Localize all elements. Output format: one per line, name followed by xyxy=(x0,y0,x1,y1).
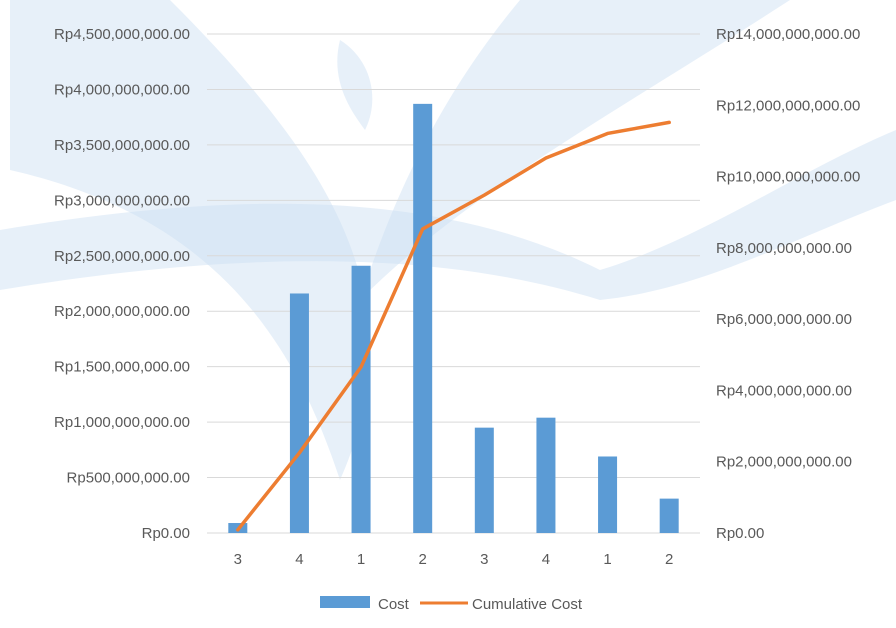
watermark-shape xyxy=(0,130,896,300)
cumulative-line xyxy=(236,120,671,532)
left-tick-label: Rp3,000,000,000.00 xyxy=(54,192,190,209)
legend-cost-label: Cost xyxy=(378,596,410,613)
right-tick-label: Rp14,000,000,000.00 xyxy=(716,26,860,43)
cost-bar xyxy=(598,456,618,533)
left-tick-label: Rp1,000,000,000.00 xyxy=(54,414,190,431)
right-tick-label: Rp6,000,000,000.00 xyxy=(716,311,852,328)
legend-cost-swatch xyxy=(320,596,370,608)
x-tick-label: 1 xyxy=(603,551,611,568)
gridlines xyxy=(207,33,700,534)
watermark-shape xyxy=(10,0,370,480)
legend-cumulative-label: Cumulative Cost xyxy=(472,596,583,613)
cost-bar xyxy=(474,427,494,533)
left-axis-ticks: Rp0.00 Rp500,000,000.00 Rp1,000,000,000.00… xyxy=(54,26,190,542)
x-tick-label: 4 xyxy=(542,551,550,568)
left-tick-label: Rp0.00 xyxy=(142,525,190,542)
left-tick-label: Rp2,000,000,000.00 xyxy=(54,303,190,320)
right-tick-label: Rp0.00 xyxy=(716,525,764,542)
cumulative-cost-line xyxy=(236,120,671,532)
left-tick-label: Rp2,500,000,000.00 xyxy=(54,248,190,265)
cost-bar xyxy=(351,265,371,533)
x-axis-ticks: 3 4 1 2 3 4 1 2 xyxy=(234,551,674,568)
cost-bar xyxy=(536,417,556,533)
watermark-logo xyxy=(0,0,896,480)
left-tick-label: Rp1,500,000,000.00 xyxy=(54,359,190,376)
x-tick-label: 1 xyxy=(357,551,365,568)
cost-bar xyxy=(659,498,679,533)
x-tick-label: 3 xyxy=(234,551,242,568)
right-axis-ticks: Rp0.00 Rp2,000,000,000.00 Rp4,000,000,000.… xyxy=(716,26,860,542)
right-tick-label: Rp8,000,000,000.00 xyxy=(716,240,852,257)
right-tick-label: Rp12,000,000,000.00 xyxy=(716,97,860,114)
legend: Cost Cumulative Cost xyxy=(320,596,583,613)
x-tick-label: 2 xyxy=(419,551,427,568)
watermark-shape xyxy=(360,0,790,300)
x-tick-label: 4 xyxy=(295,551,303,568)
watermark-shape xyxy=(337,40,373,130)
x-tick-label: 3 xyxy=(480,551,488,568)
cost-bars xyxy=(228,103,679,534)
left-tick-label: Rp4,500,000,000.00 xyxy=(54,26,190,43)
right-tick-label: Rp4,000,000,000.00 xyxy=(716,382,852,399)
left-tick-label: Rp500,000,000.00 xyxy=(67,470,190,487)
left-tick-label: Rp4,000,000,000.00 xyxy=(54,81,190,98)
cost-bar xyxy=(413,103,433,534)
left-tick-label: Rp3,500,000,000.00 xyxy=(54,137,190,154)
right-tick-label: Rp10,000,000,000.00 xyxy=(716,169,860,186)
x-tick-label: 2 xyxy=(665,551,673,568)
cost-bar xyxy=(289,293,309,533)
right-tick-label: Rp2,000,000,000.00 xyxy=(716,454,852,471)
